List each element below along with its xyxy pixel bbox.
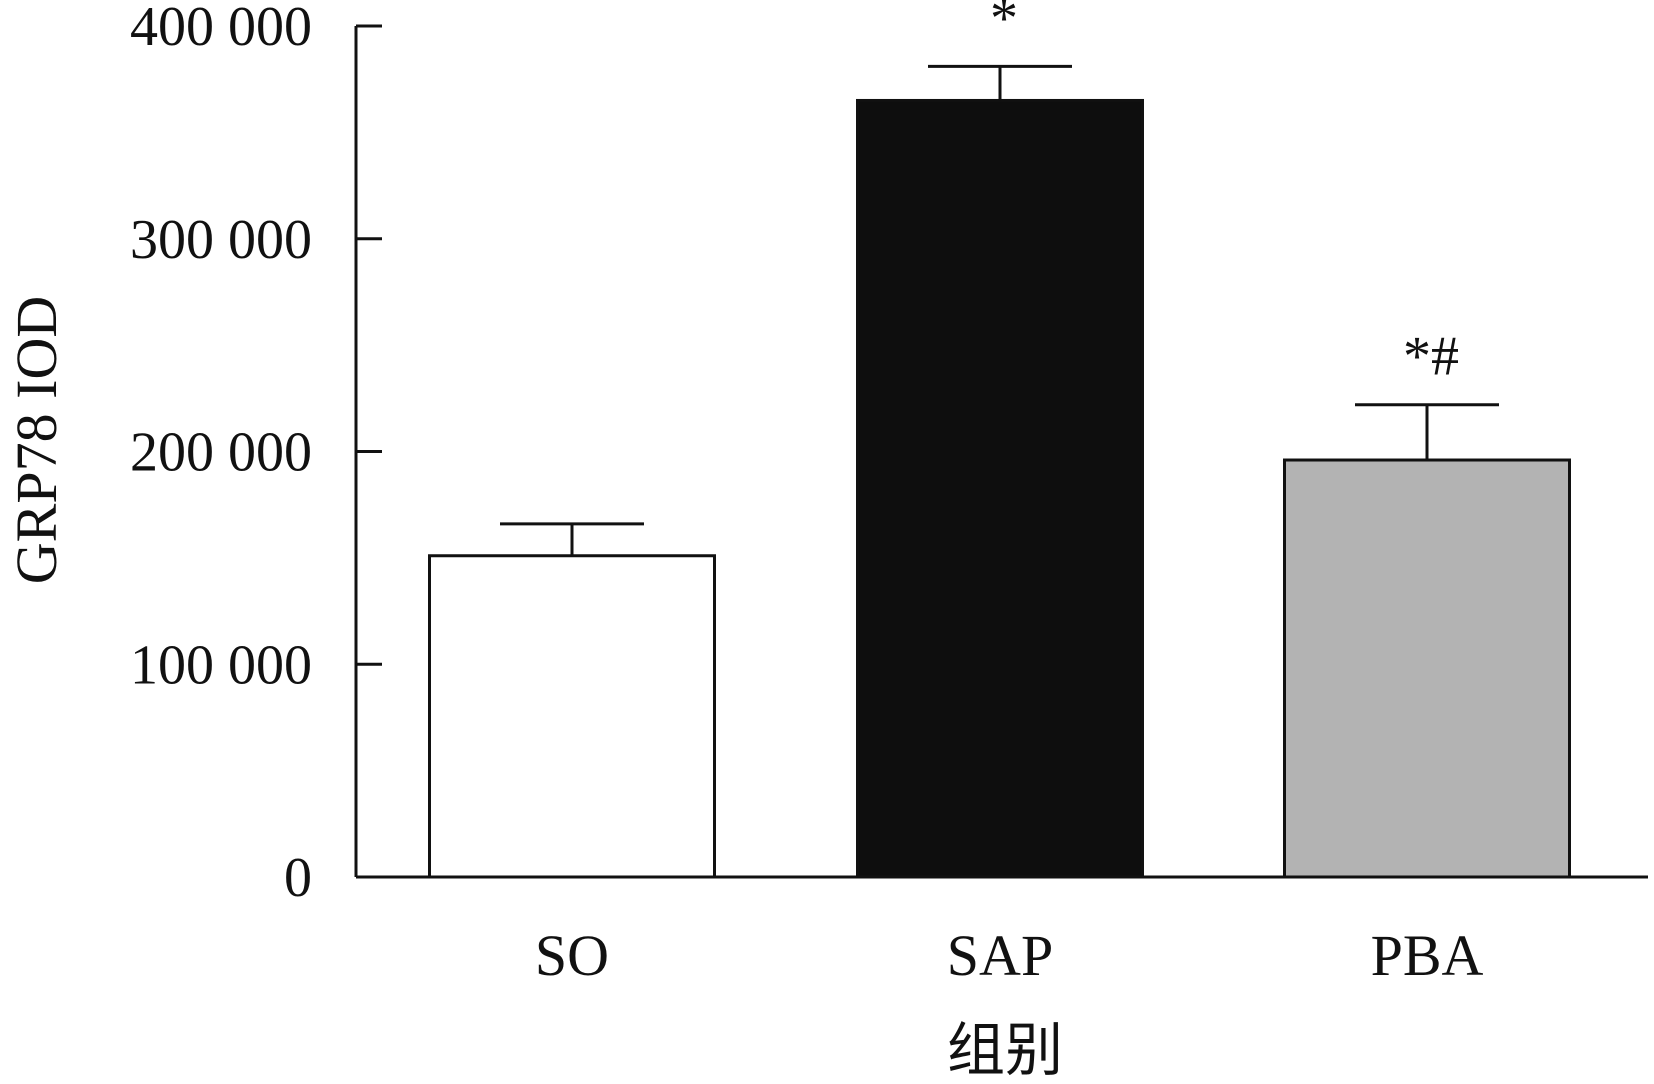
- x-tick-label-pba: PBA: [1371, 923, 1484, 988]
- bar-sap: [856, 98, 1144, 879]
- annotation-pba: *#: [1403, 326, 1459, 388]
- y-tick-label: 200 000: [130, 422, 312, 484]
- x-tick-label-sap: SAP: [947, 923, 1053, 988]
- x-tick-label-so: SO: [535, 923, 609, 988]
- annotation-sap: *: [990, 0, 1018, 49]
- y-axis-title: GRP78 IOD: [4, 296, 69, 584]
- y-tick-label: 300 000: [130, 209, 312, 271]
- y-tick-label: 400 000: [130, 0, 312, 58]
- plot-area: SO * SAP *# PBA 0 100 000 200 000 300 000 400 000: [130, 0, 1648, 988]
- bar-pba: [1283, 458, 1571, 879]
- bar-so: [428, 554, 716, 879]
- x-axis-title: 组别: [947, 1018, 1063, 1083]
- y-tick-label: 0: [284, 847, 312, 909]
- y-tick-label: 100 000: [130, 634, 312, 696]
